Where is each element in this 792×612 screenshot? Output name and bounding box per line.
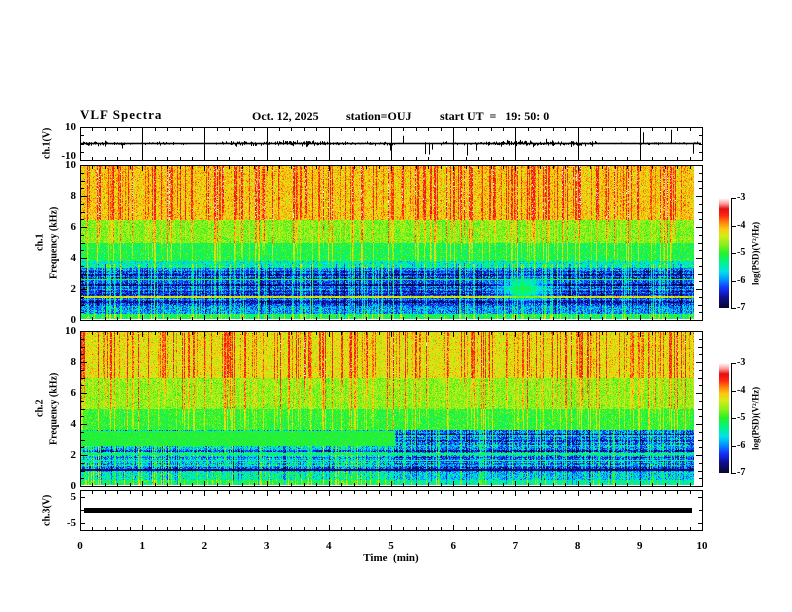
colorbar1-tick-mark xyxy=(731,225,736,227)
colorbar2-tick-mark xyxy=(731,445,736,447)
colorbar1-gradient xyxy=(719,198,729,308)
colorbar2-tick-mark xyxy=(731,418,736,419)
colorbar1-tick-mark xyxy=(731,308,736,309)
colorbar2-gradient xyxy=(719,363,729,473)
colorbar2-tick-mark xyxy=(731,473,736,474)
colorbar1-tick-mark xyxy=(731,280,736,282)
colorbar1-tick-mark xyxy=(731,253,736,254)
colorbar2-tick-mark xyxy=(731,363,736,364)
colorbar2-tick-mark xyxy=(731,390,736,392)
colorbar1-tick-mark xyxy=(731,198,736,199)
